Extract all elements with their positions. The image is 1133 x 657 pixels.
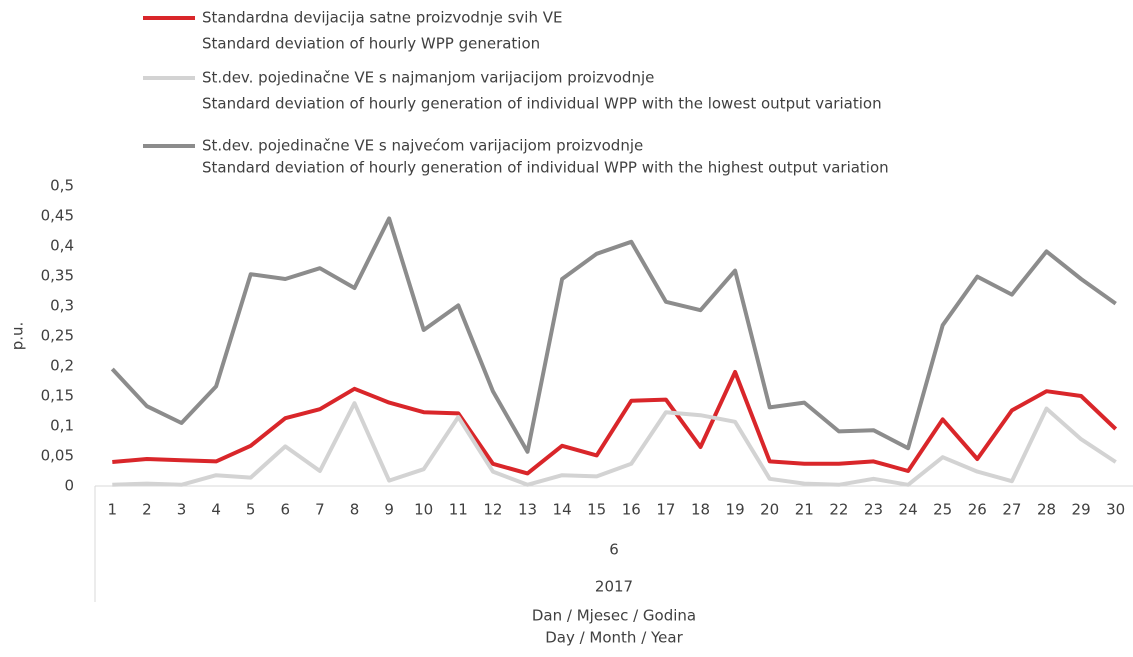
x-tick-label: 2 <box>142 501 152 519</box>
legend-label: Standard deviation of hourly generation … <box>202 95 882 113</box>
x-tick-label: 8 <box>350 501 360 519</box>
y-tick-label: 0,1 <box>50 417 74 435</box>
y-tick-label: 0,45 <box>41 207 74 225</box>
x-tick-label: 11 <box>449 501 468 519</box>
x-tick-label: 27 <box>1002 501 1021 519</box>
x-tick-label: 10 <box>414 501 433 519</box>
x-tick-label: 14 <box>553 501 572 519</box>
x-axis-label: Day / Month / Year <box>545 629 683 647</box>
y-tick-label: 0,2 <box>50 357 74 375</box>
legend-label: St.dev. pojedinačne VE s najvećom varija… <box>202 137 643 155</box>
x-tick-label: 21 <box>795 501 814 519</box>
legend-label: Standardna devijacija satne proizvodnje … <box>202 9 563 27</box>
y-tick-label: 0,5 <box>50 177 74 195</box>
legend-label: Standard deviation of hourly WPP generat… <box>202 35 540 53</box>
x-tick-label: 23 <box>864 501 883 519</box>
series-line <box>110 216 1117 454</box>
y-axis-label: p.u. <box>9 322 27 351</box>
month-label: 6 <box>609 541 619 559</box>
x-tick-label: 1 <box>108 501 118 519</box>
year-label: 2017 <box>595 578 633 596</box>
x-tick-label: 20 <box>760 501 779 519</box>
x-axis-label: Dan / Mjesec / Godina <box>532 607 696 625</box>
x-tick-label: 22 <box>829 501 848 519</box>
y-tick-label: 0,35 <box>41 267 74 285</box>
y-tick-label: 0,05 <box>41 447 74 465</box>
x-tick-label: 24 <box>899 501 918 519</box>
x-tick-label: 29 <box>1072 501 1091 519</box>
legend-label: Standard deviation of hourly generation … <box>202 159 889 177</box>
y-tick-label: 0 <box>64 477 74 495</box>
series-line <box>112 401 1117 487</box>
x-tick-label: 4 <box>211 501 221 519</box>
y-tick-label: 0,4 <box>50 237 74 255</box>
x-tick-label: 7 <box>315 501 325 519</box>
x-tick-label: 17 <box>656 501 675 519</box>
x-tick-label: 13 <box>518 501 537 519</box>
x-tick-label: 12 <box>483 501 502 519</box>
series-line <box>112 370 1118 476</box>
x-tick-label: 19 <box>726 501 745 519</box>
y-tick-label: 0,3 <box>50 297 74 315</box>
x-tick-label: 25 <box>933 501 952 519</box>
y-tick-label: 0,25 <box>41 327 74 345</box>
x-tick-label: 3 <box>177 501 187 519</box>
x-tick-label: 5 <box>246 501 256 519</box>
y-tick-label: 0,15 <box>41 387 74 405</box>
x-tick-label: 18 <box>691 501 710 519</box>
legend-label: St.dev. pojedinačne VE s najmanjom varij… <box>202 69 654 87</box>
x-tick-label: 9 <box>384 501 394 519</box>
x-tick-label: 15 <box>587 501 606 519</box>
x-tick-label: 16 <box>622 501 641 519</box>
x-tick-label: 28 <box>1037 501 1056 519</box>
x-tick-label: 6 <box>281 501 291 519</box>
x-tick-label: 30 <box>1106 501 1125 519</box>
x-tick-label: 26 <box>968 501 987 519</box>
